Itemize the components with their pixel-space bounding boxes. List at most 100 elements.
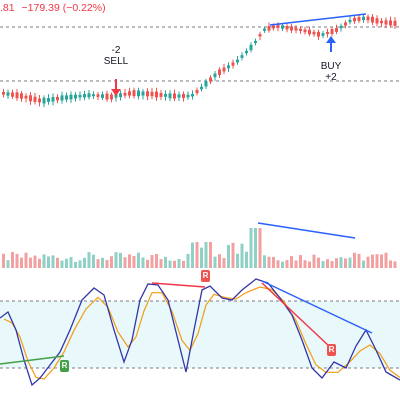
candle bbox=[384, 17, 388, 29]
candle bbox=[168, 90, 172, 102]
candle bbox=[132, 87, 136, 99]
volume-bar bbox=[60, 260, 64, 268]
candle bbox=[204, 78, 208, 90]
candle bbox=[42, 95, 46, 108]
volume-bar bbox=[128, 254, 131, 268]
candle bbox=[321, 30, 325, 39]
volume-bar bbox=[164, 256, 167, 268]
candle bbox=[78, 91, 82, 101]
candle bbox=[87, 89, 91, 100]
candle bbox=[218, 67, 221, 79]
volume-bar bbox=[366, 256, 370, 268]
price-trendline[interactable] bbox=[269, 13, 367, 26]
candle bbox=[191, 90, 194, 100]
candle bbox=[33, 92, 37, 105]
candle bbox=[101, 91, 104, 100]
candle bbox=[380, 18, 383, 28]
volume-bar bbox=[110, 256, 113, 268]
volume-bar bbox=[38, 258, 41, 268]
bull-divergence-line[interactable] bbox=[0, 355, 65, 365]
volume-bar bbox=[263, 255, 266, 268]
candle bbox=[353, 14, 356, 24]
volume-bar bbox=[42, 254, 46, 268]
volume-bar bbox=[159, 259, 163, 268]
candle bbox=[245, 48, 248, 56]
candle bbox=[96, 92, 100, 100]
volume-bar bbox=[191, 242, 194, 268]
candle bbox=[56, 94, 59, 104]
bear-divergence-badge-1[interactable]: R bbox=[201, 270, 210, 282]
volume-bar bbox=[69, 257, 73, 268]
buy-qty: +2 bbox=[325, 72, 337, 83]
candle bbox=[290, 23, 293, 34]
buy-text: BUY bbox=[320, 61, 342, 72]
volume-bar bbox=[335, 258, 338, 268]
candle bbox=[177, 91, 181, 101]
volume-bar bbox=[393, 261, 397, 268]
volume-bar bbox=[168, 260, 172, 268]
candle bbox=[38, 94, 41, 107]
volume-bar bbox=[227, 244, 230, 268]
candle bbox=[173, 89, 176, 102]
candle bbox=[92, 91, 95, 99]
candle bbox=[303, 26, 307, 35]
volume-bar bbox=[101, 257, 104, 268]
bear-divergence-line-2[interactable] bbox=[261, 282, 331, 348]
candle bbox=[141, 89, 145, 100]
candle bbox=[258, 31, 262, 41]
volume-bar bbox=[146, 259, 149, 268]
candle bbox=[137, 87, 140, 100]
candle bbox=[164, 90, 167, 101]
candle bbox=[335, 24, 338, 34]
candle bbox=[227, 62, 230, 72]
volume-bar bbox=[119, 252, 122, 268]
sell-qty: -2 bbox=[111, 45, 121, 56]
volume-bar bbox=[254, 228, 257, 268]
candle bbox=[263, 26, 266, 33]
candlestick-series bbox=[2, 13, 397, 108]
volume-bar bbox=[51, 255, 55, 268]
volume-bar bbox=[375, 254, 379, 268]
volume-bar bbox=[177, 258, 181, 268]
volume-bar bbox=[137, 252, 140, 268]
buy-arrow-icon bbox=[326, 36, 336, 52]
candle bbox=[312, 29, 316, 37]
volume-trendline[interactable] bbox=[257, 222, 356, 239]
candle bbox=[119, 90, 122, 101]
candle bbox=[249, 42, 253, 53]
sell-text: SELL bbox=[103, 56, 129, 67]
candle bbox=[339, 23, 343, 32]
volume-bar bbox=[353, 252, 356, 268]
volume-bar bbox=[321, 261, 325, 268]
volume-bar bbox=[87, 252, 91, 268]
candle bbox=[285, 22, 289, 33]
candle bbox=[240, 52, 244, 61]
candle bbox=[195, 87, 199, 96]
candle bbox=[344, 20, 347, 29]
volume-bar bbox=[245, 251, 248, 268]
price-header: .81 −179.39 (−0.22%) bbox=[0, 2, 106, 14]
volume-bar bbox=[24, 252, 28, 268]
candle bbox=[20, 91, 23, 102]
volume-bar bbox=[29, 257, 32, 268]
bear-divergence-badge-2[interactable]: R bbox=[327, 344, 336, 356]
price-fragment: .81 bbox=[0, 2, 15, 14]
volume-bar bbox=[11, 252, 14, 268]
volume-bar bbox=[317, 257, 320, 268]
volume-bar bbox=[380, 254, 383, 268]
bear-divergence-line-1[interactable] bbox=[151, 282, 206, 288]
stoch-trendline[interactable] bbox=[261, 280, 373, 334]
bull-divergence-badge[interactable]: R bbox=[60, 360, 69, 372]
candle bbox=[51, 93, 55, 106]
volume-bar bbox=[267, 256, 271, 268]
candle bbox=[213, 70, 217, 81]
candle bbox=[186, 91, 190, 100]
candle bbox=[123, 88, 127, 99]
volume-bar bbox=[78, 260, 82, 268]
volume-bar bbox=[132, 256, 136, 268]
volume-bar bbox=[371, 254, 374, 268]
volume-bar bbox=[173, 260, 176, 268]
volume-bar bbox=[74, 261, 77, 268]
